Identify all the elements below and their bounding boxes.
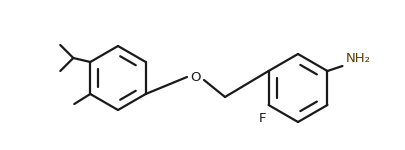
Text: NH₂: NH₂ bbox=[345, 52, 369, 66]
Text: O: O bbox=[190, 72, 201, 84]
Text: F: F bbox=[258, 112, 266, 126]
